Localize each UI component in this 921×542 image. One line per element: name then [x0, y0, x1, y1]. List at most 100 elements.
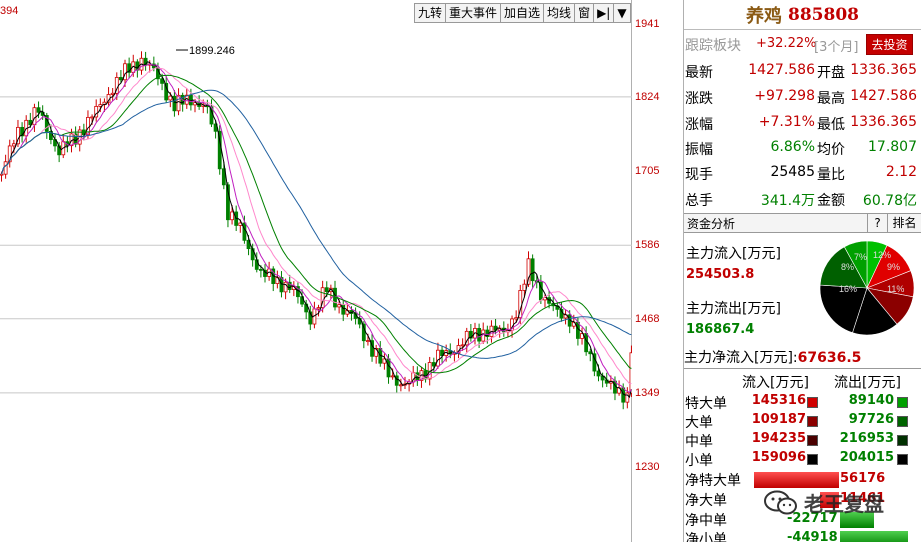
- tracking-row: 跟踪板块 +32.22% [3个月] 去投资: [684, 33, 921, 57]
- y-tick-label: 1941: [635, 18, 660, 30]
- y-tick-label: 1586: [635, 239, 660, 251]
- candle-body: [32, 107, 37, 126]
- candle-body: [119, 77, 123, 81]
- net-row: 净中单 -22717: [684, 510, 921, 530]
- y-tick-label: 1230: [635, 461, 660, 473]
- tb-major-events-button[interactable]: 重大事件: [446, 4, 502, 22]
- quote-label: 最低: [817, 117, 845, 133]
- net-value: -22717: [787, 511, 838, 526]
- pie-label: 12%: [873, 250, 891, 260]
- tb-add-watchlist-button[interactable]: 加自选: [501, 4, 545, 22]
- rank-button[interactable]: 排名: [887, 214, 921, 232]
- y-tick-label: 1824: [635, 91, 660, 103]
- candle-body: [168, 95, 173, 101]
- candle-body: [337, 304, 342, 308]
- kline-canvas[interactable]: 1899.246: [0, 0, 632, 542]
- quote-row: 现手 25485 量比 2.12: [684, 164, 921, 190]
- main-net-inflow-label: 主力净流入[万元]:: [684, 350, 798, 366]
- main-outflow-value: 186867.4: [686, 322, 755, 337]
- quote-label: 涨幅: [685, 117, 713, 133]
- ma20-line: [1, 67, 632, 385]
- flow-row: 中单 194235 216953: [684, 431, 921, 450]
- pie-slice: [819, 284, 868, 334]
- quote-value: 17.807: [868, 139, 917, 155]
- ma60-line: [1, 89, 632, 359]
- net-row: 净特大单 56176: [684, 470, 921, 490]
- fund-analysis-title: 资金分析: [687, 217, 736, 231]
- candle-body: [123, 63, 127, 81]
- quote-label: 总手: [685, 193, 713, 209]
- candle-body: [390, 375, 395, 378]
- candle-body: [324, 287, 329, 293]
- flow-row-label: 小单: [685, 453, 713, 469]
- y-tick-label: 1468: [635, 313, 660, 325]
- watermark-text: 老王复盘: [804, 492, 884, 516]
- flow-out-header: 流出[万元]: [834, 375, 901, 391]
- flow-out-swatch: [897, 397, 908, 408]
- candle-body: [394, 375, 399, 386]
- kline-chart[interactable]: 1899.246 394 九转 重大事件 加自选 均线 窗 ▶| ▼: [0, 0, 632, 542]
- net-row-label: 净小单: [685, 532, 727, 542]
- candle-body: [522, 283, 527, 291]
- flow-row: 大单 109187 97726: [684, 412, 921, 431]
- main-inflow-value: 254503.8: [686, 267, 755, 282]
- candle-body: [526, 258, 531, 285]
- pie-slice: [843, 240, 868, 289]
- pie-slice: [852, 287, 898, 336]
- quote-value: 25485: [770, 164, 815, 180]
- quote-label: 最高: [817, 91, 845, 107]
- candle-body: [36, 107, 41, 113]
- peak-label: 1899.246: [189, 45, 235, 57]
- quote-value: 1427.586: [850, 88, 917, 104]
- candle-body: [20, 126, 24, 137]
- tb-moving-average-button[interactable]: 均线: [544, 4, 576, 22]
- stock-code: 885808: [788, 4, 859, 25]
- candle-body: [221, 168, 226, 186]
- candle-body: [629, 352, 632, 394]
- ma5-line: [1, 61, 632, 399]
- price-axis: 1941 1824 1705 1586 1468 1349 1230: [632, 0, 684, 542]
- tb-jiuzhuan-button[interactable]: 九转: [415, 4, 447, 22]
- flow-row-label: 大单: [685, 415, 713, 431]
- flow-in-value: 194235: [751, 431, 806, 446]
- flow-row-label: 特大单: [685, 396, 727, 412]
- tracking-pct: +32.22%: [756, 36, 817, 51]
- y-tick-label: 1349: [635, 387, 660, 399]
- candle-body: [530, 258, 535, 282]
- tb-next-icon[interactable]: ▶|: [594, 4, 615, 22]
- invest-button[interactable]: 去投资: [866, 34, 913, 55]
- help-button[interactable]: ?: [867, 214, 887, 232]
- quote-panel: 养鸡 885808 跟踪板块 +32.22% [3个月] 去投资 最新 1427…: [684, 0, 921, 542]
- pie-label: 16%: [839, 284, 857, 294]
- candle-body: [386, 358, 391, 378]
- flow-in-swatch: [807, 435, 818, 446]
- quote-value: 1336.365: [850, 114, 917, 130]
- candle-body: [398, 384, 403, 387]
- candle-body: [588, 351, 593, 355]
- quote-label: 现手: [685, 167, 713, 183]
- fund-analysis-bar: 资金分析 ? 排名: [684, 213, 921, 233]
- candle-body: [374, 348, 379, 357]
- tracking-period: [3个月]: [814, 40, 859, 55]
- flow-out-swatch: [897, 435, 908, 446]
- candle-body: [584, 333, 589, 353]
- candle-body: [242, 222, 247, 241]
- flow-out-swatch: [897, 416, 908, 427]
- candle-body: [341, 304, 346, 315]
- pie-label: 7%: [854, 252, 867, 262]
- tb-dropdown-icon[interactable]: ▼: [617, 6, 627, 20]
- flow-row-label: 中单: [685, 434, 713, 450]
- flow-in-swatch: [807, 454, 818, 465]
- quote-row: 总手 341.4万 金额 60.78亿: [684, 190, 921, 216]
- flow-in-swatch: [807, 397, 818, 408]
- candle-body: [543, 297, 547, 301]
- candle-body: [258, 268, 263, 271]
- flow-in-header: 流入[万元]: [742, 375, 809, 391]
- wechat-icon: [764, 490, 797, 515]
- flow-out-value: 89140: [848, 393, 894, 408]
- net-bar: [840, 531, 908, 542]
- pie-slice: [819, 246, 868, 289]
- candle-body: [625, 392, 630, 403]
- tb-window-button[interactable]: 窗: [575, 4, 595, 22]
- corner-value: 394: [0, 5, 19, 17]
